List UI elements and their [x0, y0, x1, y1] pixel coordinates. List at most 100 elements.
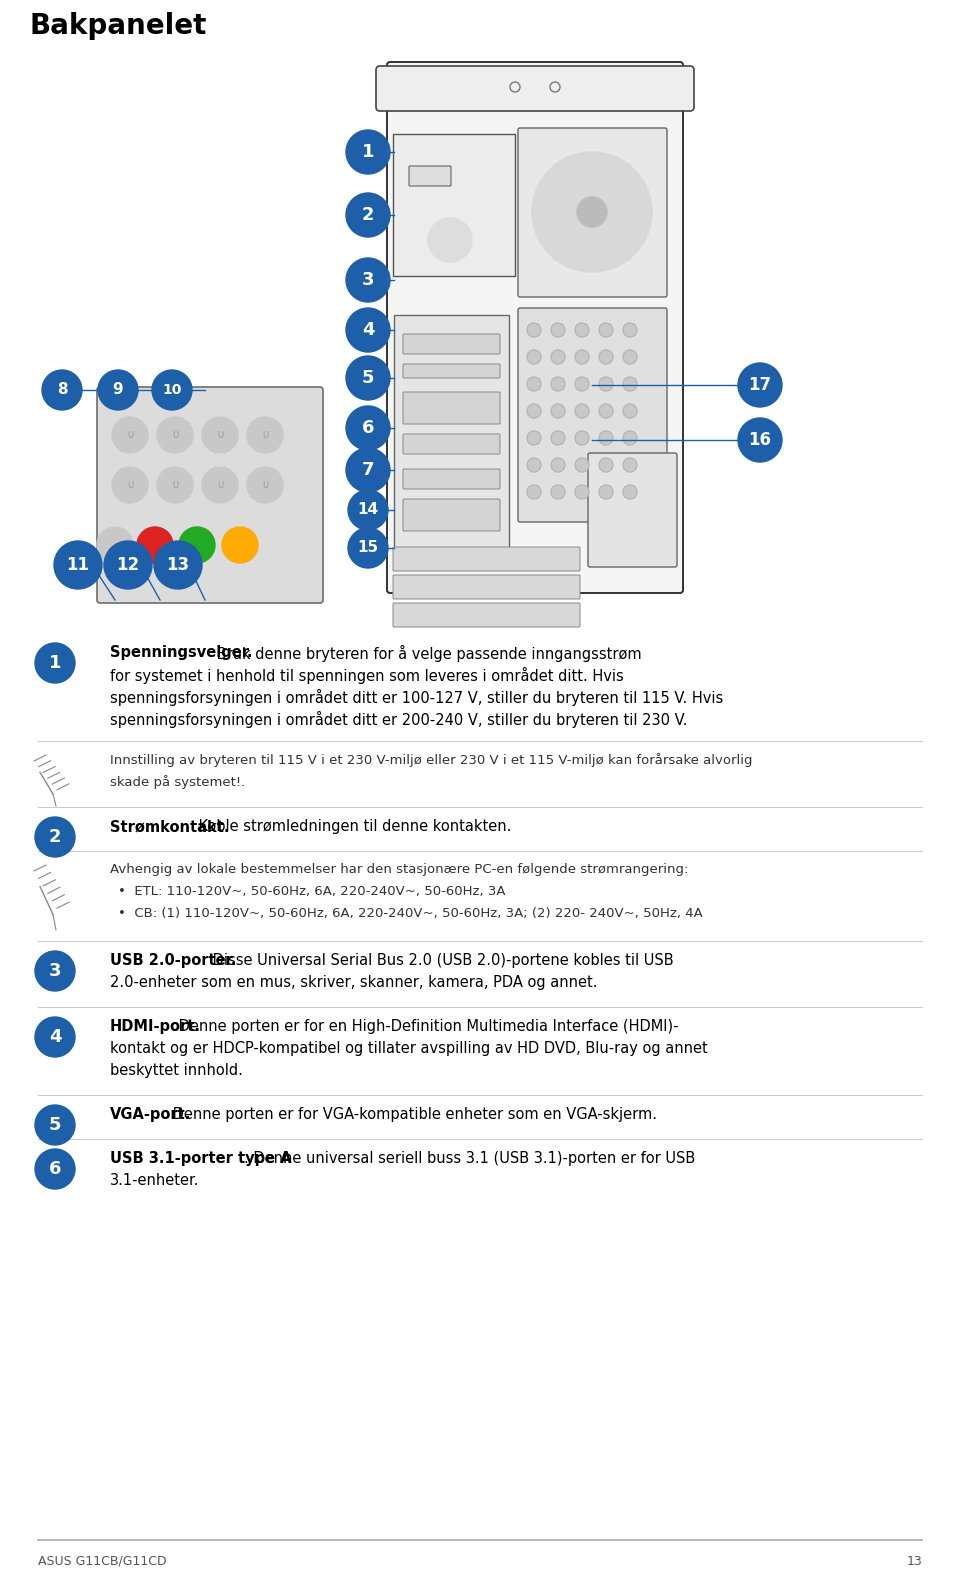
Text: 4: 4 [362, 321, 374, 339]
Circle shape [527, 376, 541, 391]
Text: 13: 13 [166, 556, 189, 573]
Circle shape [599, 432, 613, 446]
Text: 10: 10 [162, 383, 181, 397]
Circle shape [551, 376, 565, 391]
Circle shape [97, 528, 133, 562]
FancyBboxPatch shape [403, 469, 500, 488]
Circle shape [154, 540, 202, 589]
FancyBboxPatch shape [403, 499, 500, 531]
FancyBboxPatch shape [393, 603, 580, 627]
Circle shape [346, 194, 390, 236]
Text: 3.1-enheter.: 3.1-enheter. [110, 1173, 200, 1188]
Text: 4: 4 [49, 1028, 61, 1046]
Text: Denne porten er for VGA-kompatible enheter som en VGA-skjerm.: Denne porten er for VGA-kompatible enhet… [168, 1107, 657, 1121]
FancyBboxPatch shape [409, 165, 451, 186]
Circle shape [348, 490, 388, 531]
Circle shape [35, 817, 75, 857]
Circle shape [202, 468, 238, 502]
Text: 17: 17 [749, 376, 772, 394]
Circle shape [623, 458, 637, 472]
FancyBboxPatch shape [393, 547, 580, 572]
FancyBboxPatch shape [403, 392, 500, 424]
Circle shape [527, 323, 541, 337]
Circle shape [54, 540, 102, 589]
Text: U: U [127, 430, 133, 439]
FancyBboxPatch shape [376, 66, 694, 110]
Circle shape [428, 217, 472, 261]
Circle shape [551, 458, 565, 472]
Circle shape [137, 528, 173, 562]
Circle shape [348, 528, 388, 569]
Text: U: U [127, 480, 133, 490]
Circle shape [575, 350, 589, 364]
Text: Koble strømledningen til denne kontakten.: Koble strømledningen til denne kontakten… [195, 819, 512, 835]
FancyBboxPatch shape [518, 128, 667, 298]
Circle shape [104, 540, 152, 589]
Circle shape [623, 323, 637, 337]
Circle shape [599, 485, 613, 499]
Text: 8: 8 [57, 383, 67, 397]
Circle shape [532, 153, 652, 272]
Circle shape [157, 417, 193, 454]
FancyBboxPatch shape [403, 435, 500, 454]
Text: •  CB: (1) 110-120V~, 50-60Hz, 6A, 220-240V~, 50-60Hz, 3A; (2) 220- 240V~, 50Hz,: • CB: (1) 110-120V~, 50-60Hz, 6A, 220-24… [118, 907, 703, 920]
Text: 2.0-enheter som en mus, skriver, skanner, kamera, PDA og annet.: 2.0-enheter som en mus, skriver, skanner… [110, 975, 597, 991]
Circle shape [623, 350, 637, 364]
FancyBboxPatch shape [588, 454, 677, 567]
Text: U: U [262, 480, 268, 490]
Circle shape [738, 417, 782, 461]
Text: U: U [172, 430, 178, 439]
Text: 5: 5 [362, 369, 374, 387]
Circle shape [98, 370, 138, 410]
Circle shape [575, 432, 589, 446]
Circle shape [247, 417, 283, 454]
Circle shape [35, 1017, 75, 1057]
FancyBboxPatch shape [393, 134, 515, 276]
Text: Avhengig av lokale bestemmelser har den stasjonære PC-en følgende strømrangering: Avhengig av lokale bestemmelser har den … [110, 863, 688, 876]
Circle shape [599, 323, 613, 337]
Text: spenningsforsyningen i området ditt er 100-127 V, stiller du bryteren til 115 V.: spenningsforsyningen i området ditt er 1… [110, 688, 723, 706]
Circle shape [551, 323, 565, 337]
Circle shape [527, 485, 541, 499]
Circle shape [599, 376, 613, 391]
Circle shape [623, 405, 637, 417]
Text: for systemet i henhold til spenningen som leveres i området ditt. Hvis: for systemet i henhold til spenningen so… [110, 666, 624, 684]
Circle shape [346, 309, 390, 351]
Circle shape [247, 468, 283, 502]
Text: ASUS G11CB/G11CD: ASUS G11CB/G11CD [38, 1555, 167, 1569]
Circle shape [346, 406, 390, 450]
FancyBboxPatch shape [97, 387, 323, 603]
Text: •  ETL: 110-120V~, 50-60Hz, 6A, 220-240V~, 50-60Hz, 3A: • ETL: 110-120V~, 50-60Hz, 6A, 220-240V~… [118, 885, 506, 898]
Text: 2: 2 [362, 206, 374, 224]
Text: USB 3.1-porter type A: USB 3.1-porter type A [110, 1151, 292, 1166]
Text: 13: 13 [906, 1555, 922, 1569]
Circle shape [179, 528, 215, 562]
Circle shape [112, 468, 148, 502]
Text: Denne porten er for en High-Definition Multimedia Interface (HDMI)-: Denne porten er for en High-Definition M… [174, 1019, 679, 1035]
Circle shape [35, 1150, 75, 1189]
Text: Innstilling av bryteren til 115 V i et 230 V-miljø eller 230 V i et 115 V-miljø : Innstilling av bryteren til 115 V i et 2… [110, 753, 753, 767]
Circle shape [222, 528, 258, 562]
Text: U: U [217, 430, 223, 439]
Text: 6: 6 [49, 1161, 61, 1178]
FancyBboxPatch shape [394, 315, 509, 550]
Circle shape [599, 405, 613, 417]
Text: U: U [172, 480, 178, 490]
Text: Strømkontakt.: Strømkontakt. [110, 819, 229, 835]
Text: skade på systemet!.: skade på systemet!. [110, 775, 245, 789]
Circle shape [527, 350, 541, 364]
Text: 12: 12 [116, 556, 139, 573]
Circle shape [623, 485, 637, 499]
FancyBboxPatch shape [387, 61, 683, 594]
Text: 6: 6 [362, 419, 374, 436]
Circle shape [599, 458, 613, 472]
Circle shape [527, 405, 541, 417]
Text: U: U [262, 430, 268, 439]
Text: Bakpanelet: Bakpanelet [30, 13, 207, 39]
Circle shape [527, 432, 541, 446]
Circle shape [346, 356, 390, 400]
Text: 14: 14 [357, 502, 378, 518]
Circle shape [551, 350, 565, 364]
Circle shape [157, 468, 193, 502]
Text: 11: 11 [66, 556, 89, 573]
